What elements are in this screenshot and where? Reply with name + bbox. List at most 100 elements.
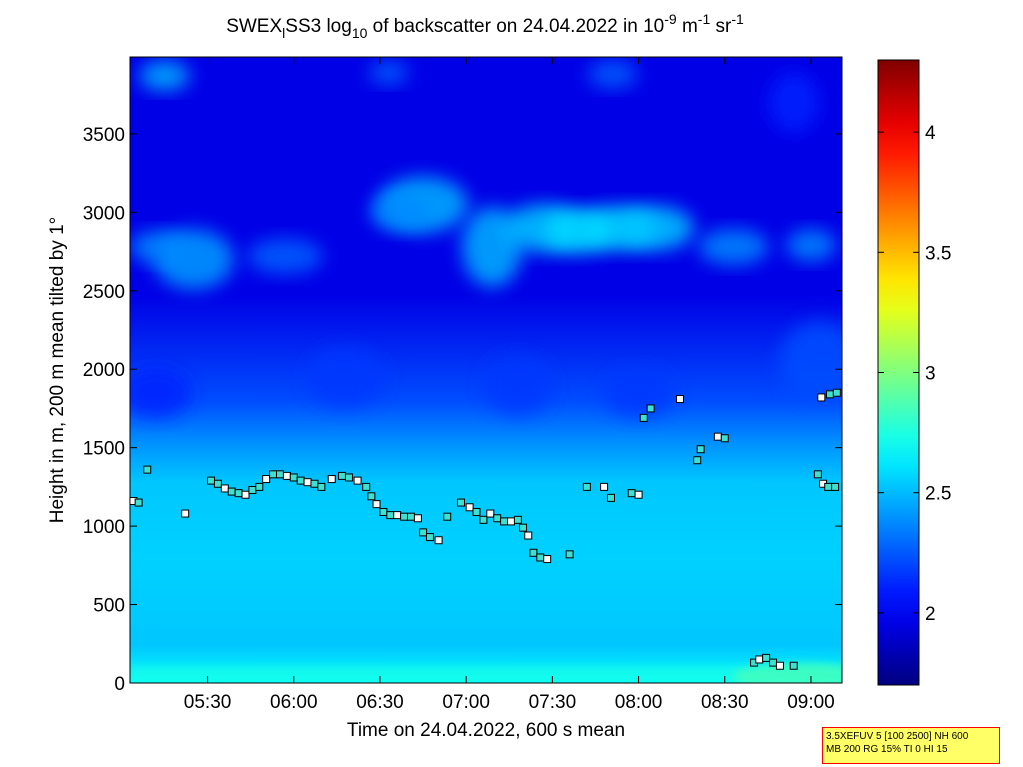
cloud-blob [370, 194, 431, 231]
cloud-blob [785, 229, 836, 262]
y-tick-label: 1000 [83, 517, 125, 538]
y-tick-label: 0 [114, 674, 125, 695]
layer-point [457, 498, 466, 507]
layer-point [269, 470, 278, 479]
colorbar-tick-label: 2.5 [925, 484, 951, 505]
layer-point [367, 492, 376, 501]
layer-point [317, 482, 326, 491]
cloud-blob [587, 60, 638, 89]
cloud-blob [305, 347, 386, 408]
x-tick-label: 08:30 [701, 692, 749, 713]
layer-point [296, 476, 305, 485]
layer-point [419, 528, 428, 537]
cloud-blob [368, 60, 409, 85]
colorbar-ticks: 2 2.5 3 3.5 4 [878, 123, 951, 625]
layer-point [775, 661, 784, 670]
y-axis-label: Height in m, 200 m mean tilted by 1° [47, 217, 68, 523]
layer-point [634, 490, 643, 499]
layer-point [524, 531, 533, 540]
layer-point [400, 512, 409, 521]
layer-point [769, 658, 778, 667]
layer-point [372, 500, 381, 509]
layer-point [519, 523, 528, 532]
layer-point [289, 473, 298, 482]
layer-point [506, 517, 515, 526]
x-tick-label: 05:30 [184, 692, 232, 713]
layer-point [234, 489, 243, 498]
layer-point [639, 413, 648, 422]
cloud-features [130, 60, 842, 683]
layer-point [213, 479, 222, 488]
layer-point [255, 482, 264, 491]
layer-point [275, 470, 284, 479]
y-tick-label: 500 [93, 596, 125, 617]
cloud-blob [603, 367, 674, 418]
plot-area [130, 57, 842, 683]
cloud-blob [768, 72, 819, 133]
surface-blob [732, 662, 842, 683]
layer-point [220, 484, 229, 493]
cloud-blob [130, 230, 190, 263]
layer-point [813, 470, 822, 479]
layer-point [443, 512, 452, 521]
layer-point [227, 487, 236, 496]
layer-point [344, 473, 353, 482]
layer-point [386, 511, 395, 520]
layer-point [248, 486, 257, 495]
layer-point [600, 482, 609, 491]
x-axis-label: Time on 24.04.2022, 600 s mean [347, 720, 625, 741]
layer-point [362, 482, 371, 491]
layer-point [762, 653, 771, 662]
x-tick-label: 07:30 [529, 692, 577, 713]
layer-point [536, 553, 545, 562]
layer-point [824, 482, 833, 491]
layer-point [353, 476, 362, 485]
cloud-blob [617, 206, 694, 251]
x-tick-label: 08:00 [615, 692, 663, 713]
layer-point [529, 548, 538, 557]
x-axis-ticks: 05:30 06:00 06:30 07:00 07:30 08:00 08:30 09:00 [184, 57, 835, 713]
cloud-blob [779, 321, 842, 402]
layer-point [646, 404, 655, 413]
colorbar-tick-label: 2 [925, 604, 936, 625]
layer-point [425, 533, 434, 542]
y-tick-label: 2000 [83, 360, 125, 381]
plot-frame [129, 56, 843, 684]
layer-point [606, 493, 615, 502]
layer-point [407, 512, 416, 521]
y-axis-ticks: 0 500 1000 1500 2000 2500 3000 3500 [83, 125, 842, 695]
cloud-blob [139, 60, 190, 91]
cloud-blob [130, 367, 191, 418]
layer-point [327, 475, 336, 484]
x-tick-label: 07:00 [442, 692, 490, 713]
layer-point [282, 471, 291, 480]
x-tick-label: 06:30 [356, 692, 404, 713]
layer-point [500, 517, 509, 526]
layer-point [543, 555, 552, 564]
colorbar-gradient [878, 60, 919, 685]
x-tick-label: 06:00 [270, 692, 318, 713]
layer-point [181, 509, 190, 518]
layer-point [696, 445, 705, 454]
layer-point [241, 490, 250, 499]
colorbar-tick-label: 3.5 [925, 243, 951, 264]
y-tick-label: 3000 [83, 203, 125, 224]
layer-point [817, 393, 826, 402]
layer-point [486, 509, 495, 518]
processing-info-box: 3.5XEFUV 5 [100 2500] NH 600 MB 200 RG 1… [822, 727, 1000, 764]
layer-point [207, 476, 216, 485]
layer-point [565, 550, 574, 559]
layer-point [513, 515, 522, 524]
layer-point [310, 479, 319, 488]
cloud-blob [698, 228, 769, 265]
layer-point [693, 456, 702, 465]
chart-title: SWEXlSS3 log10 of backscatter on 24.04.2… [226, 11, 744, 41]
layer-point [479, 515, 488, 524]
layer-point [627, 489, 636, 498]
info-line-1: 3.5XEFUV 5 [100 2500] NH 600 [826, 731, 969, 742]
layer-point [393, 511, 402, 520]
layer-point [789, 661, 798, 670]
layer-point [582, 482, 591, 491]
layer-point [713, 432, 722, 441]
